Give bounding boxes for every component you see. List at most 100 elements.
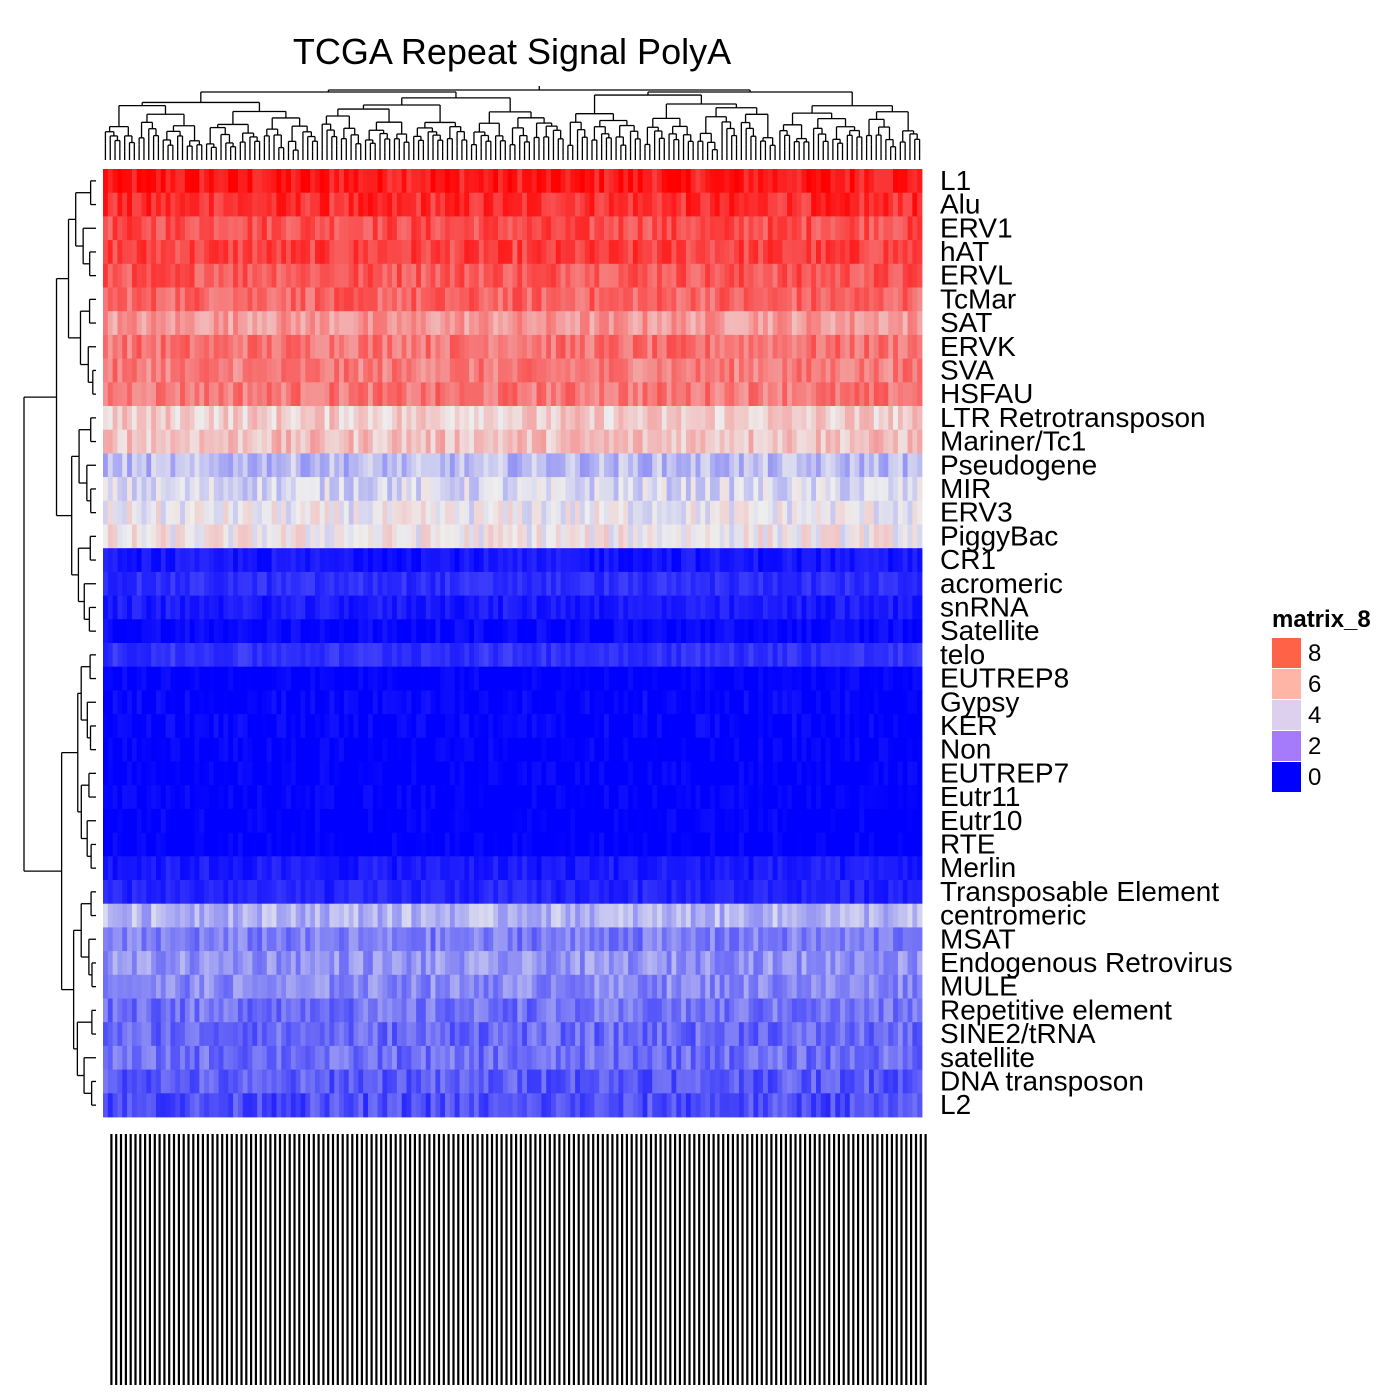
heatmap-cell (791, 453, 798, 478)
heatmap-cell (652, 571, 658, 596)
heatmap-cell (541, 500, 547, 525)
heatmap-cell (136, 240, 142, 265)
heatmap-cell (507, 406, 513, 431)
heatmap-cell (151, 311, 157, 336)
heatmap-cell (753, 169, 759, 194)
heatmap-cell (252, 500, 258, 525)
heatmap-cell (671, 714, 677, 739)
heatmap-cell (151, 619, 157, 644)
heatmap-cell (517, 334, 523, 359)
heatmap-cell (488, 216, 494, 241)
heatmap-cell (782, 334, 788, 359)
heatmap-cell (830, 690, 836, 715)
heatmap-cell (266, 808, 273, 833)
heatmap-cell (546, 406, 552, 431)
heatmap-cell (445, 406, 451, 431)
heatmap-cell (840, 737, 846, 762)
heatmap-cell (136, 429, 142, 454)
heatmap-cell (570, 571, 576, 596)
heatmap-cell (160, 619, 167, 644)
heatmap-cell (223, 548, 229, 573)
heatmap-cell (883, 263, 889, 288)
heatmap-cell (897, 737, 904, 762)
heatmap-cell (859, 311, 865, 336)
heatmap-cell (642, 216, 648, 241)
heatmap-cell (758, 714, 764, 739)
heatmap-cell (233, 548, 239, 573)
heatmap-cell (883, 240, 889, 265)
heatmap-cell (878, 643, 884, 668)
heatmap-cell (228, 737, 234, 762)
heatmap-row (103, 666, 923, 691)
heatmap-cell (358, 216, 364, 241)
heatmap-cell (348, 714, 354, 739)
heatmap-cell (358, 761, 364, 786)
heatmap-cell (907, 737, 913, 762)
heatmap-cell (136, 169, 142, 194)
heatmap-cell (401, 334, 407, 359)
heatmap-cell (218, 358, 224, 383)
heatmap-cell (261, 785, 268, 810)
heatmap-cell (541, 406, 547, 431)
heatmap-cell (589, 240, 595, 265)
heatmap-cell (242, 571, 248, 596)
heatmap-cell (579, 263, 586, 288)
heatmap-cell (165, 714, 171, 739)
heatmap-cell (252, 429, 258, 454)
heatmap-cell (787, 808, 793, 833)
heatmap-cell (893, 334, 899, 359)
heatmap-cell (753, 477, 759, 502)
heatmap-cell (854, 643, 860, 668)
heatmap-cell (820, 761, 827, 786)
heatmap-cell (507, 216, 513, 241)
heatmap-cell (555, 429, 562, 454)
heatmap-cell (310, 477, 316, 502)
heatmap-cell (459, 737, 465, 762)
heatmap-cell (657, 714, 663, 739)
heatmap-cell (806, 287, 812, 312)
heatmap-cell (830, 169, 836, 194)
heatmap-cell (734, 595, 740, 620)
heatmap-cell (854, 785, 860, 810)
heatmap-cell (483, 406, 489, 431)
heatmap-cell (801, 666, 807, 691)
heatmap-cell (753, 571, 759, 596)
heatmap-cell (396, 761, 403, 786)
heatmap-cell (642, 666, 648, 691)
heatmap-cell (575, 690, 581, 715)
heatmap-cell (141, 382, 147, 407)
heatmap-cell (613, 737, 619, 762)
heatmap-cell (782, 263, 788, 288)
heatmap-cell (411, 216, 417, 241)
heatmap-cell (483, 761, 489, 786)
heatmap-cell (840, 429, 846, 454)
heatmap-cell (387, 714, 393, 739)
heatmap-cell (883, 785, 889, 810)
heatmap-cell (440, 169, 446, 194)
heatmap-cell (719, 358, 725, 383)
heatmap-cell (122, 524, 128, 549)
heatmap-cell (546, 571, 552, 596)
heatmap-cell (199, 761, 205, 786)
heatmap-cell (107, 311, 114, 336)
heatmap-cell (897, 761, 904, 786)
heatmap-cell (695, 477, 701, 502)
heatmap-cell (772, 690, 778, 715)
heatmap-cell (396, 429, 403, 454)
heatmap-cell (840, 311, 846, 336)
heatmap-cell (136, 761, 142, 786)
heatmap-cell (329, 500, 335, 525)
heatmap-cell (377, 500, 383, 525)
heatmap-cell (189, 358, 195, 383)
heatmap-cell (430, 571, 436, 596)
heatmap-cell (425, 382, 431, 407)
heatmap-cell (233, 287, 239, 312)
heatmap-cell (334, 263, 340, 288)
heatmap-cell (912, 500, 918, 525)
heatmap-cell (719, 761, 725, 786)
heatmap-cell (512, 785, 518, 810)
heatmap-cell (917, 477, 923, 502)
heatmap-cell (483, 548, 489, 573)
heatmap-cell (888, 169, 894, 194)
heatmap-cell (820, 334, 827, 359)
